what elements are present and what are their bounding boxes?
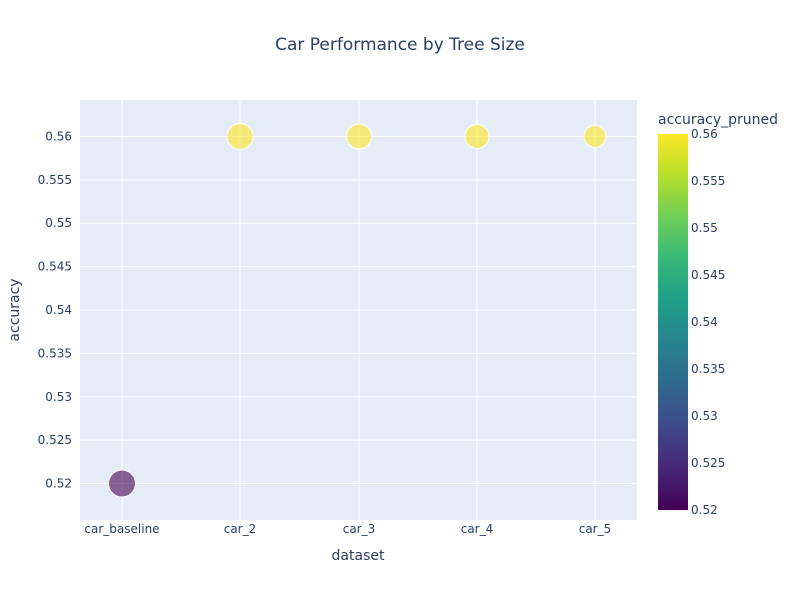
x-axis-ticks: car_baseline car_2 car_3 car_4 car_5 (84, 522, 611, 536)
data-point (108, 469, 136, 498)
data-points (108, 122, 607, 498)
data-point (226, 122, 254, 150)
y-tick-label: 0.555 (38, 173, 72, 187)
colorbar-tick-label: 0.525 (691, 456, 725, 470)
y-tick-label: 0.56 (45, 129, 72, 143)
y-tick-label: 0.53 (45, 390, 72, 404)
colorbar-tick-label: 0.53 (691, 409, 718, 423)
colorbar-ticks: 0.52 0.525 0.53 0.535 0.54 0.545 0.55 0.555 0.56 (691, 127, 725, 517)
colorbar-tick-label: 0.54 (691, 315, 718, 329)
data-point (583, 124, 607, 148)
y-axis-title: accuracy (7, 278, 23, 341)
grid (80, 100, 637, 520)
y-tick-label: 0.525 (38, 433, 72, 447)
x-tick-label: car_3 (343, 522, 376, 536)
y-tick-label: 0.52 (45, 477, 72, 491)
colorbar-tick-label: 0.535 (691, 362, 725, 376)
y-tick-label: 0.535 (38, 346, 72, 360)
data-point (346, 123, 372, 150)
colorbar-tick-label: 0.55 (691, 221, 718, 235)
x-tick-label: car_2 (224, 522, 257, 536)
colorbar-tick-label: 0.545 (691, 268, 725, 282)
colorbar-title: accuracy_pruned (658, 112, 778, 128)
y-axis-ticks: 0.52 0.525 0.53 0.535 0.54 0.545 0.55 0.555 0.56 (38, 129, 72, 490)
colorbar-tick-label: 0.555 (691, 174, 725, 188)
x-axis-title: dataset (332, 548, 385, 564)
colorbar-tick-label: 0.56 (691, 127, 718, 141)
y-tick-label: 0.545 (38, 260, 72, 274)
x-tick-label: car_4 (461, 522, 494, 536)
x-tick-label: car_baseline (84, 522, 159, 536)
colorbar (658, 134, 688, 510)
x-tick-label: car_5 (579, 522, 612, 536)
colorbar-tick-label: 0.52 (691, 503, 718, 517)
y-tick-label: 0.55 (45, 216, 72, 230)
data-point (464, 123, 490, 149)
y-tick-label: 0.54 (45, 303, 72, 317)
chart-title: Car Performance by Tree Size (275, 35, 525, 55)
